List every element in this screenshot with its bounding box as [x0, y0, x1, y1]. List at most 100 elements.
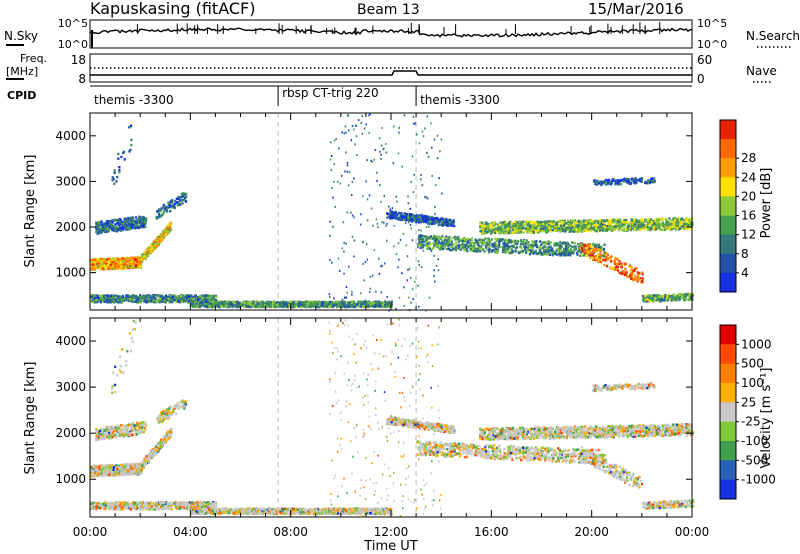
echo-cell — [228, 300, 231, 304]
echo-cell — [544, 241, 547, 244]
echo-cell — [131, 224, 134, 228]
echo-cell — [133, 300, 136, 303]
echo-cell — [316, 300, 319, 304]
echo-cell — [369, 303, 372, 307]
echo-cell — [443, 221, 446, 224]
echo-cell — [185, 299, 188, 302]
echo-cell — [206, 298, 209, 301]
echo-cell — [137, 262, 140, 265]
echo-cell — [600, 222, 603, 226]
echo-cell — [105, 267, 108, 270]
echo-cell — [373, 305, 376, 308]
echo-cell — [104, 228, 107, 232]
echo-cell — [365, 302, 368, 305]
echo-cell — [165, 228, 168, 232]
echo-cell — [139, 294, 142, 297]
echo-cell — [403, 216, 406, 220]
echo-cell — [391, 214, 394, 217]
echo-cell — [151, 298, 154, 301]
echo-cell — [611, 219, 614, 222]
echo-cell — [205, 305, 208, 308]
echo-cell — [101, 264, 104, 267]
echo-cell — [261, 300, 264, 303]
echo-cell — [431, 219, 434, 222]
echo-cell — [407, 217, 410, 221]
echo-cell — [629, 225, 633, 229]
echo-cell — [274, 305, 277, 309]
echo-cell — [256, 305, 259, 308]
echo-cell — [384, 303, 387, 307]
echo-cell — [189, 297, 192, 300]
echo-cell — [91, 263, 94, 266]
echo-cell — [409, 214, 412, 217]
echo-cell — [111, 221, 114, 224]
echo-cell — [491, 243, 494, 246]
echo-cell — [542, 246, 545, 249]
echo-cell — [564, 251, 567, 254]
echo-cell — [552, 252, 555, 255]
echo-cell — [233, 304, 236, 307]
echo-cell — [182, 198, 185, 202]
echo-cell — [122, 259, 125, 263]
echo-cell — [229, 302, 232, 306]
echo-cell — [116, 267, 119, 270]
echo-cell — [239, 303, 242, 306]
echo-cell — [151, 300, 154, 303]
echo-cell — [644, 228, 647, 231]
echo-cell — [188, 295, 191, 298]
echo-cell — [488, 249, 491, 252]
echo-cell — [142, 224, 145, 227]
echo-cell — [323, 302, 326, 306]
echo-cell — [485, 246, 488, 249]
echo-cell — [489, 240, 492, 243]
echo-cell — [176, 204, 179, 207]
echo-cell — [95, 223, 98, 227]
echo-cell — [600, 248, 603, 252]
echo-cell — [192, 302, 195, 305]
echo-cell — [554, 252, 557, 255]
cpid-segment-label: rbsp CT-trig 220 — [282, 86, 378, 100]
echo-cell — [545, 253, 548, 256]
echo-cell — [542, 241, 545, 244]
echo-cell — [141, 215, 144, 219]
echo-cell — [107, 296, 110, 299]
echo-cell — [444, 246, 447, 250]
echo-cell — [186, 296, 189, 300]
echo-cell — [131, 265, 134, 268]
echo-cell — [618, 218, 621, 221]
echo-cell — [201, 296, 204, 300]
echo-cell — [512, 243, 516, 247]
echo-cell — [528, 253, 531, 256]
beam-title: Beam 13 — [357, 2, 420, 18]
cpid-segment-label: themis -3300 — [94, 93, 174, 107]
echo-cell — [530, 247, 533, 250]
echo-cell — [141, 253, 144, 257]
echo-cell — [433, 238, 436, 241]
echo-cell — [296, 301, 300, 304]
echo-cell — [100, 261, 103, 265]
echo-cell — [540, 247, 543, 250]
echo-cell — [111, 257, 114, 260]
echo-cell — [159, 209, 162, 213]
echo-cell — [356, 302, 359, 306]
echo-cell — [106, 295, 109, 298]
echo-cell — [633, 225, 636, 229]
echo-cell — [475, 240, 478, 244]
echo-cell — [162, 229, 165, 232]
echo-cell — [297, 302, 300, 305]
echo-cell — [166, 210, 169, 213]
echo-cell — [121, 299, 124, 302]
echo-cell — [420, 234, 424, 237]
echo-cell — [346, 301, 349, 304]
echo-cell — [517, 250, 520, 253]
echo-cell — [201, 299, 204, 302]
echo-cell — [566, 248, 569, 251]
echo-cell — [583, 254, 586, 257]
echo-cell — [379, 303, 382, 306]
echo-cell — [104, 222, 107, 225]
echo-cell — [505, 247, 508, 250]
echo-cell — [417, 238, 420, 241]
echo-cell — [434, 235, 437, 238]
echo-cell — [389, 301, 392, 304]
echo-cell — [317, 300, 320, 304]
